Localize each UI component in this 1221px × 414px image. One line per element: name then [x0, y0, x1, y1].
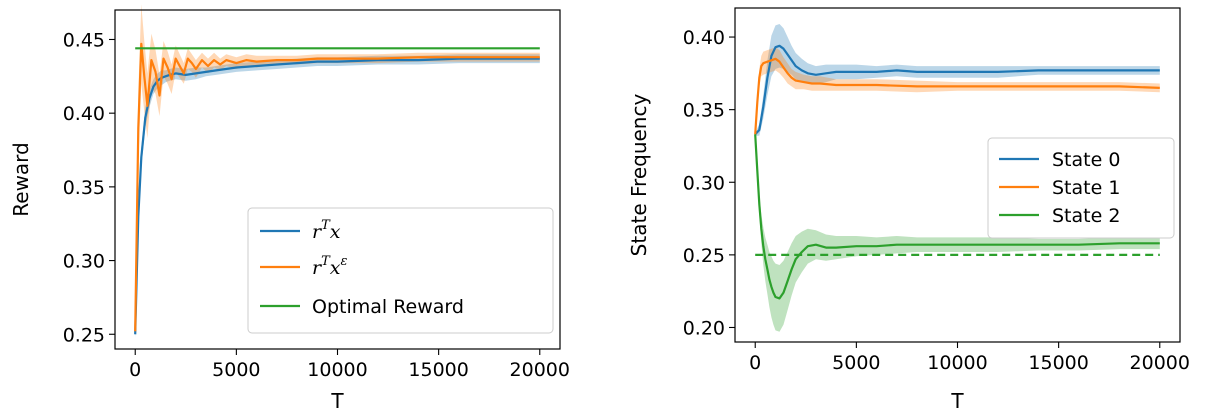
state-series-line-0: [754, 44, 1160, 136]
reward-y-tick-label: 0.30: [63, 251, 105, 273]
state-y-axis-label: State Frequency: [627, 94, 651, 257]
state-series-line-1: [754, 57, 1160, 135]
state-x-tick-label: 15000: [1028, 352, 1088, 374]
state-x-ticks: 0 5000 10000 15000 20000: [749, 342, 1190, 374]
reward-x-ticks: 0 5000 10000 15000 20000: [129, 349, 570, 381]
state-legend: State 0 State 1 State 2: [987, 137, 1175, 239]
reward-series-line-0: [134, 57, 540, 335]
state-frequency-chart: 0 5000 10000 15000 20000 0.20 0.25 0.30 0.35 0.4…: [627, 7, 1190, 413]
state-x-tick-label: 10000: [927, 352, 987, 374]
state-y-tick-label: 0.40: [683, 27, 725, 49]
state-y-tick-label: 0.25: [683, 245, 725, 267]
reward-x-axis-label: T: [330, 389, 344, 413]
state-y-ticks: 0.20 0.25 0.30 0.35 0.40: [683, 27, 735, 339]
state-x-tick-label: 5000: [832, 352, 880, 374]
state-y-tick-label: 0.20: [683, 317, 725, 339]
reward-x-tick-label: 15000: [408, 359, 468, 381]
reward-legend-label-rtx: rTx: [312, 218, 341, 243]
reward-series-line-1: [134, 42, 540, 332]
reward-y-tick-label: 0.45: [63, 29, 105, 51]
reward-y-tick-label: 0.35: [63, 177, 105, 199]
state-legend-box: [987, 137, 1175, 239]
reward-lines: [134, 42, 540, 335]
reward-x-tick-label: 0: [129, 359, 141, 381]
state-legend-label-0: State 0: [1052, 149, 1120, 171]
reward-y-ticks: 0.25 0.30 0.35 0.40 0.45: [63, 29, 115, 346]
state-x-tick-label: 20000: [1130, 352, 1190, 374]
state-lines: [754, 44, 1160, 300]
state-legend-label-2: State 2: [1052, 205, 1120, 227]
reward-legend-box: [247, 207, 554, 334]
state-y-tick-label: 0.35: [683, 100, 725, 122]
state-y-tick-label: 0.30: [683, 172, 725, 194]
reward-y-axis-label: Reward: [9, 142, 33, 216]
state-series-band-1: [755, 47, 1160, 136]
reward-y-tick-label: 0.25: [63, 324, 105, 346]
reward-y-tick-label: 0.40: [63, 103, 105, 125]
state-x-axis-label: T: [950, 389, 964, 413]
state-legend-label-1: State 1: [1052, 177, 1120, 199]
reward-x-tick-label: 20000: [510, 359, 570, 381]
reward-x-tick-label: 5000: [212, 359, 260, 381]
reward-legend-label-optimal: Optimal Reward: [312, 296, 464, 318]
reward-legend: rTx rTxε Optimal Reward: [247, 207, 554, 334]
state-x-tick-label: 0: [749, 352, 761, 374]
state-series-line-2: [754, 134, 1160, 300]
reward-legend-label-rtxeps: rTxε: [312, 254, 347, 279]
reward-chart: 0 5000 10000 15000 20000 0.25 0.30 0.35 0.40 0.4…: [9, 4, 570, 413]
reward-x-tick-label: 10000: [307, 359, 367, 381]
